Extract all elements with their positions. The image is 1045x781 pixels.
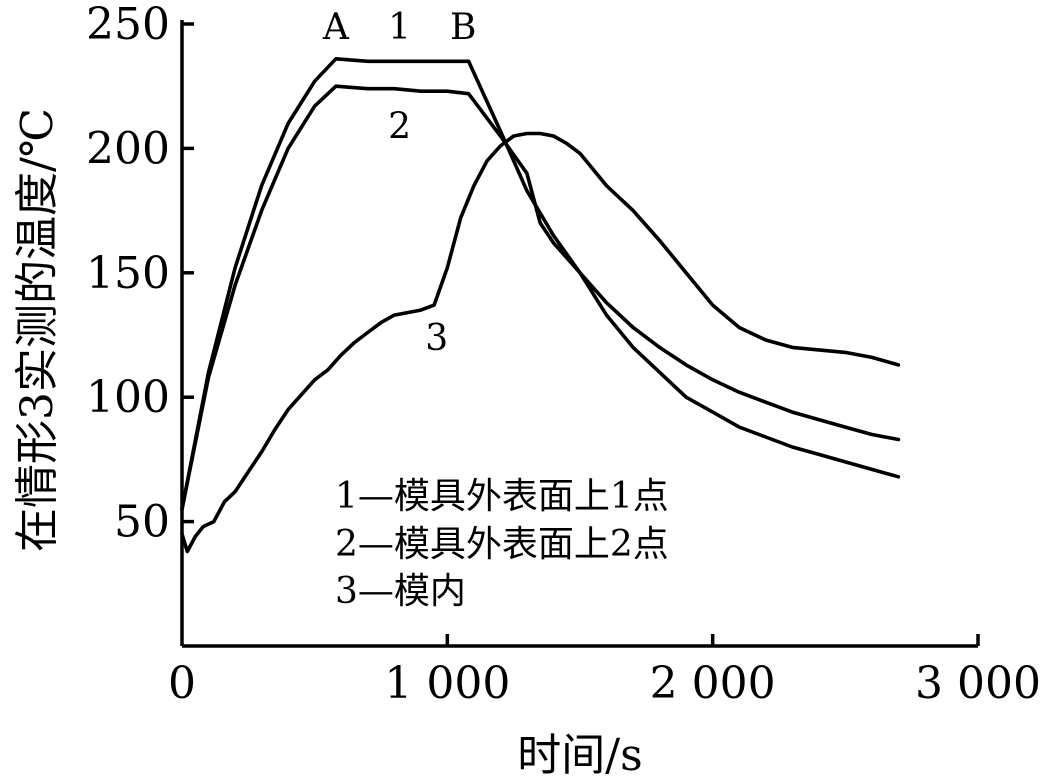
y-axis-title: 在情形3实测的温度/℃ <box>12 108 63 552</box>
legend: 1—模具外表面上1点 2—模具外表面上2点 3—模内 <box>335 476 669 612</box>
curve-label-4: 3 <box>425 318 448 359</box>
x-tick-label: 2 000 <box>650 658 776 709</box>
y-tick-label: 150 <box>86 248 170 299</box>
curve-label-1: 1 <box>388 7 411 48</box>
legend-entry-3: 3—模内 <box>335 571 466 612</box>
series-line-3 <box>180 131 901 554</box>
y-tick-label: 250 <box>86 0 170 50</box>
y-tick-label: 200 <box>86 123 170 174</box>
x-axis-title: 时间/s <box>517 730 642 781</box>
curve-label-3: 2 <box>388 106 411 147</box>
x-tick-label: 3 000 <box>915 658 1041 709</box>
axes: 0 1 000 2 000 3 000 50 100 150 200 250 <box>86 0 1041 709</box>
legend-entry-1: 1—模具外表面上1点 <box>335 476 669 517</box>
x-tick-label: 0 <box>168 658 196 709</box>
x-tick-label: 1 000 <box>384 658 510 709</box>
series-line-2 <box>180 84 901 512</box>
series-group <box>180 56 901 554</box>
curve-label-0: A <box>322 7 350 48</box>
annotation-group: A 1 B 2 3 <box>322 7 477 359</box>
legend-entry-2: 2—模具外表面上2点 <box>335 524 669 565</box>
series-line-1 <box>180 56 901 512</box>
curve-label-2: B <box>450 7 476 48</box>
y-tick-label: 50 <box>114 497 170 548</box>
y-tick-label: 100 <box>86 372 170 423</box>
